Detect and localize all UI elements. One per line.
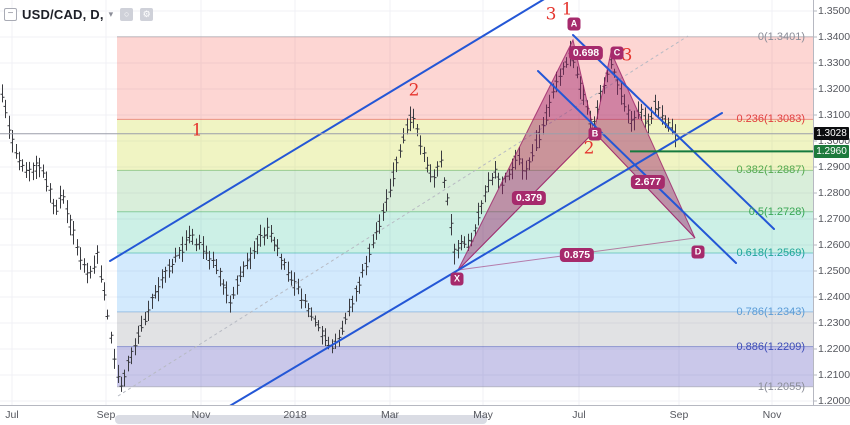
trendline[interactable] <box>109 0 546 262</box>
xabcd-pattern[interactable] <box>457 38 696 271</box>
ohlc-bars <box>0 40 678 392</box>
gridlines <box>0 0 813 405</box>
gear-icon[interactable]: ⚙ <box>140 8 154 21</box>
last-price-tag: 1.3028 <box>814 127 849 141</box>
fib-baseline-dashed[interactable] <box>117 35 689 397</box>
bottom-scrollbar[interactable] <box>115 415 487 424</box>
trendline[interactable] <box>537 70 737 264</box>
alert-price-tag: 1.2960 <box>814 144 849 158</box>
trendline[interactable] <box>572 34 775 230</box>
symbol-legend: − USD/CAD, D, ▾ ○ ⚙ <box>4 7 154 22</box>
circle-icon[interactable]: ○ <box>120 8 134 21</box>
legend-collapse-icon[interactable]: − <box>4 8 17 21</box>
symbol-title[interactable]: USD/CAD, D, <box>22 7 104 22</box>
chevron-down-icon[interactable]: ▾ <box>108 9 114 19</box>
trendline[interactable] <box>228 112 723 407</box>
fib-retracement-zones[interactable] <box>117 36 813 388</box>
